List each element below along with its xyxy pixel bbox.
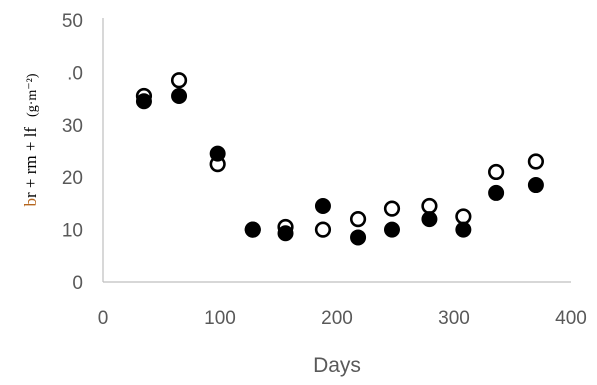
filled-circle-point	[350, 229, 367, 246]
y-axis-title-rest: r + rm + lf	[21, 127, 40, 198]
filled-circle-point	[277, 225, 294, 242]
filled-circle-point	[455, 221, 472, 238]
x-tick-label: 0	[98, 308, 109, 329]
filled-circle-point	[527, 177, 544, 194]
open-circle-point	[527, 153, 545, 170]
y-tick-labels: 0 10 20 30 .0 50	[62, 11, 83, 294]
filled-circle-point	[314, 198, 331, 215]
x-tick-labels: 0 100 200 300 400	[98, 308, 587, 329]
y-tick-label: .0	[67, 63, 83, 84]
y-axis-title-first-char: b	[21, 198, 40, 207]
filled-circle-point	[244, 221, 261, 238]
x-tick-label: 400	[555, 308, 587, 329]
y-axis-unit: (g·m⁻²)	[25, 73, 40, 117]
data-points	[135, 72, 545, 246]
x-tick-label: 100	[204, 308, 236, 329]
x-axis-title: Days	[313, 354, 361, 377]
filled-circle-point	[209, 145, 226, 162]
y-tick-label: 10	[62, 221, 83, 242]
filled-circle-point	[421, 211, 438, 228]
open-circle-point	[349, 211, 367, 228]
filled-circle-point	[135, 93, 152, 110]
filled-circle-point	[383, 221, 400, 238]
filled-circle-point	[488, 184, 505, 201]
open-circle-point	[383, 200, 401, 217]
open-circle-point	[314, 221, 332, 238]
x-tick-label: 200	[321, 308, 353, 329]
y-tick-label: 0	[72, 273, 83, 294]
open-circle-point	[421, 197, 438, 215]
open-circle-point	[488, 163, 505, 181]
svg-text:br + rm + lf(g·m⁻²): br + rm + lf (g·m⁻²)	[21, 73, 40, 206]
y-tick-label: 20	[62, 168, 83, 189]
filled-circle-point	[171, 87, 188, 104]
y-tick-label: 30	[62, 116, 83, 137]
x-tick-label: 300	[438, 308, 470, 329]
y-tick-label: 50	[62, 11, 83, 32]
open-circle-point	[170, 72, 188, 89]
y-axis-title: br + rm + lf (g·m⁻²)	[21, 73, 40, 206]
open-circle-point	[455, 208, 472, 225]
